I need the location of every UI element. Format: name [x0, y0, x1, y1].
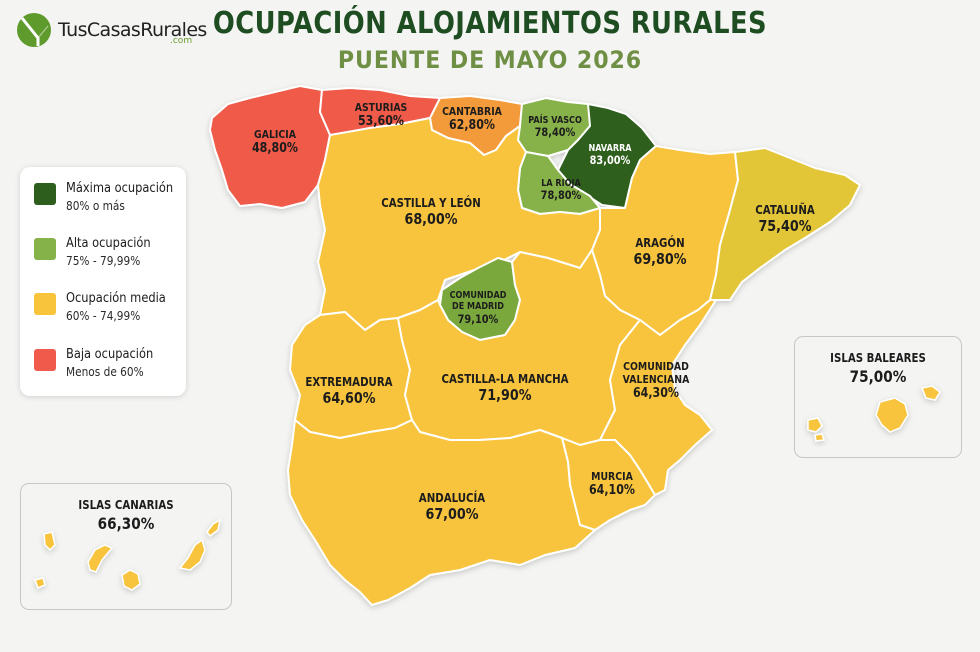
label-madrid: COMUNIDAD DE MADRID 79,10% — [449, 290, 507, 326]
leaf-circle-logo-icon — [17, 13, 51, 47]
region-navarra[interactable] — [557, 103, 657, 209]
label-asturias: ASTURIAS 53,60% — [354, 101, 408, 130]
island-menorca — [920, 385, 942, 401]
label-murcia: MURCIA 64,10% — [588, 470, 636, 499]
label-aragon: ARAGÓN 69,80% — [633, 236, 687, 269]
label-navarra: NAVARRA 83,00% — [588, 143, 632, 168]
island-ibiza — [807, 417, 823, 433]
legend-panel: Máxima ocupación 80% o más Alta ocupació… — [20, 167, 186, 396]
label-cantabria: CANTABRIA 62,80% — [442, 105, 502, 134]
legend-swatch — [34, 238, 56, 260]
island-la-palma — [43, 531, 56, 552]
inset-baleares: ISLAS BALEARES 75,00% — [794, 336, 962, 458]
legend-swatch — [34, 183, 56, 205]
island-mallorca — [875, 397, 909, 433]
island-formentera — [814, 433, 826, 442]
brand-name: TusCasasRurales — [58, 19, 207, 41]
label-pais-vasco: PAÍS VASCO 78,40% — [528, 115, 582, 140]
legend-item-alta: Alta ocupación 75% - 79,99% — [34, 236, 162, 270]
label-extremadura: EXTREMADURA 64,60% — [305, 375, 393, 408]
page-title: OCUPACIÓN ALOJAMIENTOS RURALES — [212, 6, 768, 41]
island-tenerife — [87, 544, 114, 573]
legend-swatch — [34, 293, 56, 315]
brand-domain: .com — [170, 36, 193, 46]
legend-swatch — [34, 349, 56, 371]
island-fuerteventura — [178, 538, 206, 571]
region-andalucia[interactable] — [287, 419, 596, 606]
legend-item-baja: Baja ocupación Menos de 60% — [34, 347, 165, 381]
label-cataluna: CATALUÑA 75,40% — [755, 203, 815, 236]
island-el-hierro — [34, 577, 46, 589]
brand-logo[interactable]: TusCasasRurales — [16, 12, 207, 48]
label-andalucia: ANDALUCÍA 67,00% — [418, 491, 486, 524]
legend-item-media: Ocupación media 60% - 74,99% — [34, 291, 179, 325]
island-lanzarote — [206, 518, 222, 538]
region-cataluna[interactable] — [709, 147, 861, 301]
label-castilla-leon: CASTILLA Y LEÓN 68,00% — [381, 196, 481, 229]
island-gran-canaria — [121, 569, 141, 591]
inset-canarias: ISLAS CANARIAS 66,30% — [20, 483, 232, 610]
page-subtitle: PUENTE DE MAYO 2026 — [337, 46, 643, 74]
label-valenciana: COMUNIDAD VALENCIANA 64,30% — [622, 360, 690, 402]
label-galicia: GALICIA 48,80% — [251, 128, 299, 157]
label-castilla-la-mancha: CASTILLA-LA MANCHA 71,90% — [441, 372, 569, 405]
legend-item-maxima: Máxima ocupación 80% o más — [34, 181, 188, 215]
label-la-rioja: LA RIOJA 78,80% — [540, 178, 582, 203]
